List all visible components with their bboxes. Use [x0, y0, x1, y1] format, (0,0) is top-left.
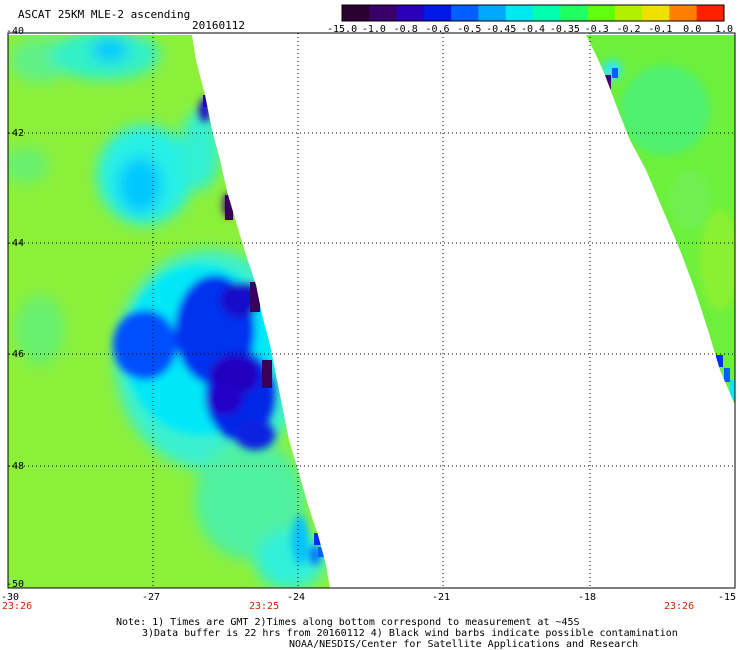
- note-line-3: NOAA/NESDIS/Center for Satellite Applica…: [289, 639, 639, 650]
- colorbar-swatch: [451, 5, 479, 21]
- colorbar-swatch: [505, 5, 534, 21]
- swath-right: [586, 35, 735, 405]
- colorbar-swatch: [614, 5, 643, 21]
- colorbar-swatch: [342, 5, 370, 21]
- lon-label: -21: [432, 592, 451, 603]
- colorbar-tick-label: -1.0: [361, 24, 386, 35]
- product-title: ASCAT 25KM MLE-2 ascending: [18, 8, 191, 21]
- colorbar-swatch: [696, 5, 725, 21]
- time-label: 23:25: [249, 601, 280, 612]
- colorbar-tick-label: -0.2: [616, 24, 641, 35]
- colorbar-tick-label: -0.45: [486, 24, 517, 35]
- note-line-2: 3)Data buffer is 22 hrs from 20160112 4)…: [142, 628, 678, 639]
- colorbar: [341, 4, 725, 22]
- lon-label: -18: [578, 592, 597, 603]
- lat-label: -44: [6, 238, 25, 249]
- colorbar-tick-label: -0.35: [549, 24, 580, 35]
- note-line-1: Note: 1) Times are GMT 2)Times along bot…: [116, 617, 580, 628]
- colorbar-tick-label: -0.1: [648, 24, 673, 35]
- lat-label: -42: [6, 128, 25, 139]
- time-label: 23:26: [2, 601, 33, 612]
- colorbar-swatch: [560, 5, 589, 21]
- lon-label: -24: [287, 592, 306, 603]
- swath-left: [8, 35, 330, 588]
- lon-label: -27: [142, 592, 161, 603]
- colorbar-tick-label: -0.5: [457, 24, 482, 35]
- colorbar-tick-label: -0.4: [521, 24, 546, 35]
- product-date: 20160112: [192, 19, 245, 32]
- colorbar-swatch: [478, 5, 507, 21]
- colorbar-swatch: [396, 5, 425, 21]
- lat-label: -48: [6, 461, 25, 472]
- graticule: [8, 33, 735, 588]
- colorbar-swatch: [587, 5, 616, 21]
- colorbar-frame: [341, 4, 725, 22]
- colorbar-tick-label: -0.6: [425, 24, 450, 35]
- colorbar-swatch: [369, 5, 398, 21]
- colorbar-tick-label: 1.0: [715, 24, 734, 35]
- lon-label: -30: [1, 592, 20, 603]
- colorbar-tick-label: 0.0: [683, 24, 702, 35]
- lat-label: -40: [6, 26, 25, 37]
- colorbar-swatch: [642, 5, 670, 21]
- lat-label: -46: [6, 349, 25, 360]
- colorbar-swatches: [342, 5, 725, 21]
- colorbar-swatch: [669, 5, 698, 21]
- colorbar-tick-label: -0.8: [393, 24, 418, 35]
- colorbar-tick-label: -0.3: [584, 24, 609, 35]
- colorbar-swatch: [533, 5, 561, 21]
- colorbar-swatch: [423, 5, 452, 21]
- time-label: 23:26: [664, 601, 695, 612]
- lat-label: -50: [6, 579, 25, 590]
- colorbar-tick-label: -15.0: [327, 24, 358, 35]
- map-frame: [7, 32, 736, 589]
- lon-label: -15: [718, 592, 737, 603]
